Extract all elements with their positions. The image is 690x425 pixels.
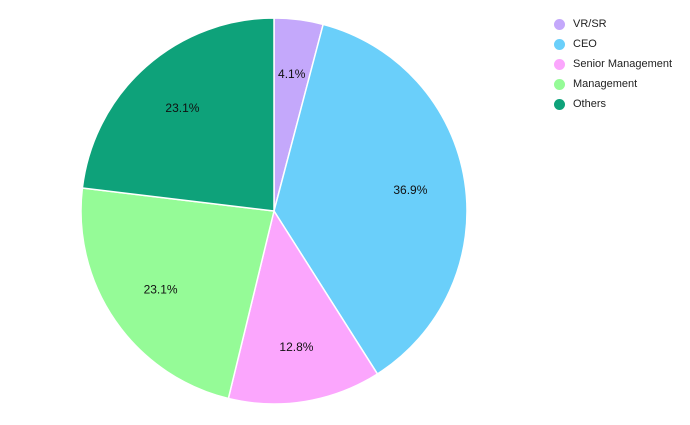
legend-label: Senior Management	[573, 58, 673, 70]
legend-label: CEO	[573, 38, 597, 50]
pie-slice-senior-management	[227, 209, 379, 405]
pie-slices	[80, 17, 468, 405]
legend-swatch	[554, 98, 565, 110]
legend-swatch	[554, 18, 565, 30]
slice-label-ceo: 36.9%	[393, 183, 427, 197]
legend: VR/SR CEO Senior Management Management Other…	[554, 14, 672, 114]
legend-item-vr-sr[interactable]: VR/SR	[554, 14, 672, 34]
slice-label-management: 23.1%	[144, 283, 178, 297]
pie-slice-labels: 4.1% 36.9% 12.8% 23.1% 23.1%	[144, 67, 428, 354]
pie-slice-others	[81, 17, 275, 212]
pie-slice-management	[80, 187, 275, 400]
legend-item-senior-management[interactable]: Senior Management	[554, 54, 672, 74]
legend-item-ceo[interactable]: CEO	[554, 34, 672, 54]
legend-swatch	[554, 78, 565, 90]
slice-label-senior-management: 12.8%	[279, 340, 313, 354]
legend-label: Management	[573, 78, 638, 90]
legend-item-management[interactable]: Management	[554, 74, 672, 94]
legend-swatch	[554, 38, 565, 50]
legend-label: VR/SR	[573, 18, 607, 30]
legend-swatch	[554, 58, 565, 70]
legend-item-others[interactable]: Others	[554, 94, 672, 114]
slice-label-others: 23.1%	[165, 101, 199, 115]
legend-label: Others	[573, 98, 607, 110]
slice-label-vr-sr: 4.1%	[278, 67, 306, 81]
